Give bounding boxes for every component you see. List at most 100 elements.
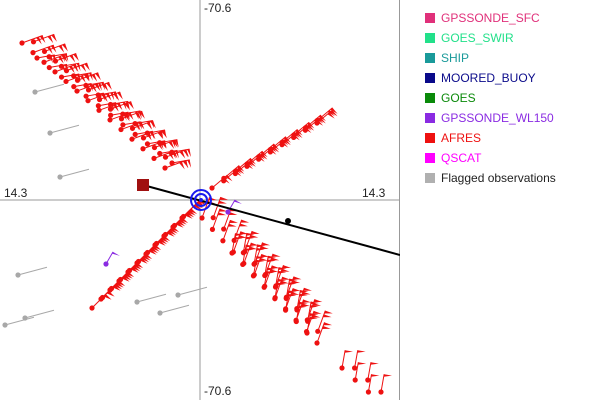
legend-item-gpssonde-sfc[interactable]: GPSSONDE_SFC — [425, 8, 600, 28]
observation-point — [63, 78, 69, 85]
wind-barb — [156, 139, 179, 148]
observation-point — [304, 330, 310, 336]
observation-point — [34, 55, 40, 61]
observation-point — [95, 92, 101, 98]
wind-barb — [95, 91, 118, 101]
observation-point — [161, 233, 167, 239]
observation-point — [279, 142, 285, 148]
observation-point — [157, 150, 163, 157]
legend-item-gpssonde-wl150[interactable]: GPSSONDE_WL150 — [425, 108, 600, 128]
legend-label: SHIP — [441, 51, 470, 65]
legend-item-moored-buoy[interactable]: MOORED_BUOY — [425, 68, 600, 88]
observation-point — [134, 299, 140, 305]
storm-start-marker — [137, 179, 149, 191]
wind-barb — [63, 62, 90, 74]
wind-barb — [46, 63, 69, 73]
axis-label-right: 14.3 — [362, 186, 386, 200]
observation-point — [272, 296, 278, 302]
observation-point — [83, 93, 89, 99]
wind-barb — [365, 362, 379, 383]
wind-barb — [314, 109, 338, 126]
legend-item-ship[interactable]: SHIP — [425, 48, 600, 68]
wind-barb — [209, 174, 233, 191]
wind-barb — [304, 313, 319, 336]
legend-item-goes-swir[interactable]: GOES_SWIR — [425, 28, 600, 48]
observation-point — [315, 328, 321, 334]
legend-label: QSCAT — [441, 151, 482, 165]
wind-barb — [210, 196, 229, 221]
wind-barb — [293, 301, 308, 325]
observation-point — [107, 106, 114, 112]
storm-track-layer — [137, 179, 400, 256]
legend-swatch — [425, 173, 435, 183]
observation-point — [129, 136, 135, 142]
observation-point — [96, 107, 102, 113]
observation-point — [365, 377, 371, 383]
legend-label: Flagged observations — [441, 171, 556, 185]
wind-barb — [47, 124, 80, 136]
wind-barb — [229, 233, 244, 256]
wind-barb — [52, 53, 79, 64]
observation-point — [169, 160, 175, 166]
observation-point — [120, 122, 126, 128]
legend-label: GPSSONDE_WL150 — [441, 111, 554, 125]
legend-label: MOORED_BUOY — [441, 71, 536, 85]
observation-point — [116, 278, 122, 284]
observation-point — [293, 318, 299, 325]
wind-barb — [46, 53, 69, 63]
observation-point — [339, 365, 345, 371]
wind-barb — [282, 290, 297, 313]
observation-point — [229, 250, 235, 256]
observation-plot: -70.6 -70.6 14.3 14.3 — [0, 0, 400, 400]
wind-barb — [30, 33, 57, 45]
wind-barb — [339, 350, 354, 371]
observation-point — [30, 39, 37, 45]
observation-point — [107, 117, 113, 123]
observation-point — [365, 389, 371, 395]
wind-barb — [58, 73, 81, 83]
observation-point — [291, 134, 297, 141]
wind-barb — [209, 208, 228, 232]
wind-barb — [175, 286, 208, 298]
observation-point — [32, 89, 38, 95]
observation-point — [57, 174, 63, 180]
observation-point — [2, 322, 8, 328]
observation-point — [107, 287, 113, 293]
observation-point — [129, 125, 136, 131]
wind-barb — [107, 100, 130, 110]
gpssonde-wl150-layer — [103, 199, 242, 267]
observation-point — [352, 377, 358, 383]
storm-center-marker — [190, 189, 212, 211]
legend-label: AFRES — [441, 131, 482, 145]
axis-label-top: -70.6 — [204, 1, 232, 15]
wind-barb — [157, 149, 179, 159]
wind-barb — [2, 316, 35, 328]
observation-point — [134, 260, 140, 266]
observation-point — [132, 120, 138, 127]
wind-barb — [22, 309, 55, 321]
wind-barb — [378, 374, 393, 395]
observation-point — [170, 224, 176, 230]
wind-barb — [144, 129, 167, 139]
wind-barb — [352, 362, 367, 383]
legend-item-flagged-observations[interactable]: Flagged observations — [425, 168, 600, 188]
wind-barb — [221, 167, 245, 184]
observation-point — [302, 127, 308, 133]
legend-item-qscat[interactable]: QSCAT — [425, 148, 600, 168]
wind-barb — [261, 267, 276, 290]
wind-barb — [103, 251, 120, 267]
wind-barb — [240, 244, 255, 268]
wind-barb — [41, 43, 68, 55]
afres-observations-layer — [19, 33, 393, 395]
observation-point — [209, 185, 215, 191]
observation-point — [108, 112, 114, 118]
observation-point — [46, 54, 52, 60]
plot-canvas — [0, 0, 400, 400]
observation-point — [261, 284, 267, 290]
observation-point — [120, 111, 126, 117]
legend-item-afres[interactable]: AFRES — [425, 128, 600, 148]
wind-barb — [32, 83, 65, 95]
wind-barb — [272, 278, 287, 302]
wind-barb — [15, 266, 48, 278]
legend-item-goes[interactable]: GOES — [425, 88, 600, 108]
